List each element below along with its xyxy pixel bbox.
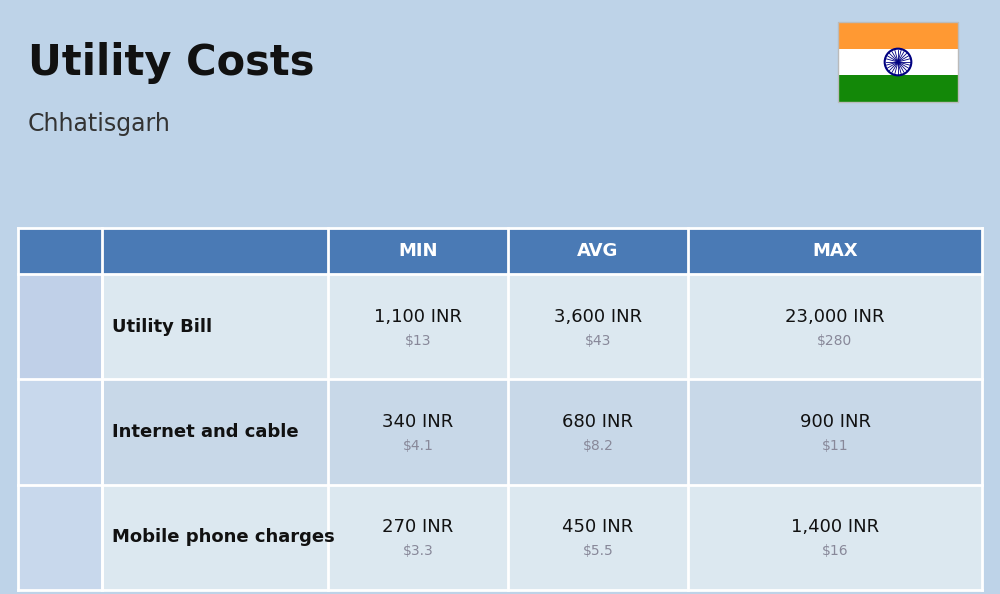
Text: 1,400 INR: 1,400 INR <box>791 519 879 536</box>
Text: 680 INR: 680 INR <box>562 413 634 431</box>
Text: 270 INR: 270 INR <box>382 519 454 536</box>
Text: Chhatisgarh: Chhatisgarh <box>28 112 171 136</box>
Text: $13: $13 <box>405 334 431 347</box>
Bar <box>18 274 102 380</box>
Text: 1,100 INR: 1,100 INR <box>374 308 462 326</box>
Bar <box>18 274 982 380</box>
Text: $11: $11 <box>822 439 848 453</box>
Text: $8.2: $8.2 <box>583 439 613 453</box>
Text: $4.1: $4.1 <box>403 439 433 453</box>
Text: 23,000 INR: 23,000 INR <box>785 308 885 326</box>
Bar <box>838 22 958 102</box>
Text: $3.3: $3.3 <box>403 544 433 558</box>
Text: 450 INR: 450 INR <box>562 519 634 536</box>
Text: Utility Costs: Utility Costs <box>28 42 314 84</box>
Text: Mobile phone charges: Mobile phone charges <box>112 528 335 546</box>
Bar <box>838 22 958 49</box>
Bar <box>838 75 958 102</box>
Bar <box>838 49 958 75</box>
Text: Utility Bill: Utility Bill <box>112 318 212 336</box>
Bar <box>18 485 982 590</box>
Text: $16: $16 <box>822 544 848 558</box>
Text: MAX: MAX <box>812 242 858 260</box>
Text: 3,600 INR: 3,600 INR <box>554 308 642 326</box>
Bar <box>18 485 102 590</box>
Text: MIN: MIN <box>398 242 438 260</box>
Text: $5.5: $5.5 <box>583 544 613 558</box>
Bar <box>18 380 982 485</box>
Bar <box>18 380 102 485</box>
Text: Internet and cable: Internet and cable <box>112 423 299 441</box>
Text: AVG: AVG <box>577 242 619 260</box>
Text: $280: $280 <box>817 334 853 347</box>
Text: $43: $43 <box>585 334 611 347</box>
Bar <box>18 228 102 274</box>
Text: 900 INR: 900 INR <box>800 413 870 431</box>
Bar <box>18 228 982 274</box>
Text: 340 INR: 340 INR <box>382 413 454 431</box>
